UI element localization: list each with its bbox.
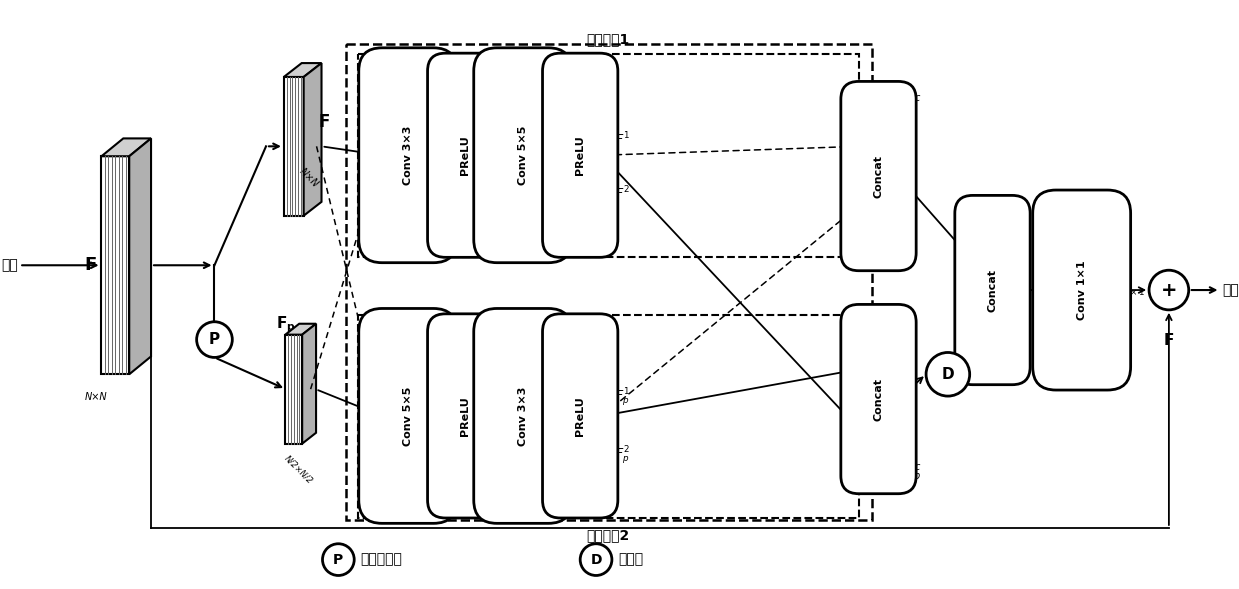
- Text: N×N: N×N: [85, 392, 108, 402]
- Polygon shape: [284, 63, 321, 77]
- Text: P: P: [209, 332, 221, 347]
- Text: Concat: Concat: [873, 154, 883, 197]
- Text: 输出: 输出: [1223, 283, 1239, 297]
- Polygon shape: [285, 335, 302, 444]
- FancyBboxPatch shape: [427, 314, 503, 518]
- FancyBboxPatch shape: [1033, 190, 1131, 390]
- FancyBboxPatch shape: [543, 53, 618, 257]
- Circle shape: [926, 352, 970, 396]
- Circle shape: [322, 544, 354, 575]
- Text: $F_{1\times1}$: $F_{1\times1}$: [1115, 283, 1146, 297]
- Polygon shape: [102, 156, 129, 374]
- Text: $F^1$: $F^1$: [615, 131, 629, 147]
- FancyBboxPatch shape: [473, 48, 571, 263]
- Text: N/2×N/2: N/2×N/2: [282, 454, 315, 485]
- Text: $F^2$: $F^2$: [615, 185, 629, 201]
- Text: 输入: 输入: [1, 258, 17, 272]
- Text: 卷积操作2: 卷积操作2: [586, 528, 629, 542]
- Polygon shape: [102, 138, 151, 156]
- Text: 卷积操作1: 卷积操作1: [586, 32, 629, 46]
- Text: Conv 3×3: Conv 3×3: [403, 125, 413, 185]
- Text: $F_p^1$: $F_p^1$: [615, 386, 629, 408]
- Text: $F_p^c$: $F_p^c$: [906, 462, 922, 484]
- Text: $\mathbf{F}$: $\mathbf{F}$: [317, 112, 330, 131]
- Text: $\mathbf{F}$: $\mathbf{F}$: [84, 256, 97, 274]
- Text: Concat: Concat: [873, 378, 883, 421]
- Text: PReLU: PReLU: [460, 396, 471, 436]
- Text: Conv 5×5: Conv 5×5: [403, 386, 413, 446]
- Text: +: +: [1161, 280, 1177, 300]
- Polygon shape: [304, 63, 321, 216]
- Text: 反卷积: 反卷积: [618, 552, 643, 567]
- FancyBboxPatch shape: [543, 314, 618, 518]
- Text: PReLU: PReLU: [575, 135, 585, 175]
- Text: P: P: [333, 552, 343, 567]
- Polygon shape: [285, 324, 316, 335]
- FancyBboxPatch shape: [427, 53, 503, 257]
- Text: Conv 1×1: Conv 1×1: [1077, 260, 1087, 320]
- FancyBboxPatch shape: [359, 309, 457, 524]
- Text: $F_p^2$: $F_p^2$: [615, 444, 629, 466]
- FancyBboxPatch shape: [473, 309, 571, 524]
- Text: D: D: [590, 552, 602, 567]
- FancyBboxPatch shape: [359, 48, 457, 263]
- Text: Conv 5×5: Conv 5×5: [518, 125, 528, 185]
- Text: $F^c$: $F^c$: [906, 94, 922, 110]
- Circle shape: [580, 544, 612, 575]
- Polygon shape: [302, 324, 316, 444]
- Text: PReLU: PReLU: [460, 135, 471, 175]
- FancyBboxPatch shape: [841, 81, 916, 271]
- Text: $\mathbf{F}$: $\mathbf{F}$: [1163, 332, 1175, 348]
- Text: PReLU: PReLU: [575, 396, 585, 436]
- FancyBboxPatch shape: [955, 196, 1030, 385]
- Polygon shape: [284, 77, 304, 216]
- Text: 最大值池化: 最大值池化: [361, 552, 401, 567]
- Text: N×N: N×N: [297, 166, 320, 189]
- Text: Conv 3×3: Conv 3×3: [518, 386, 528, 446]
- Polygon shape: [129, 138, 151, 374]
- Text: Concat: Concat: [987, 269, 997, 312]
- FancyBboxPatch shape: [841, 305, 916, 494]
- Text: $\mathbf{F_p}$: $\mathbf{F_p}$: [276, 315, 296, 335]
- Circle shape: [1149, 270, 1188, 310]
- Circle shape: [197, 322, 233, 358]
- Text: D: D: [942, 367, 954, 382]
